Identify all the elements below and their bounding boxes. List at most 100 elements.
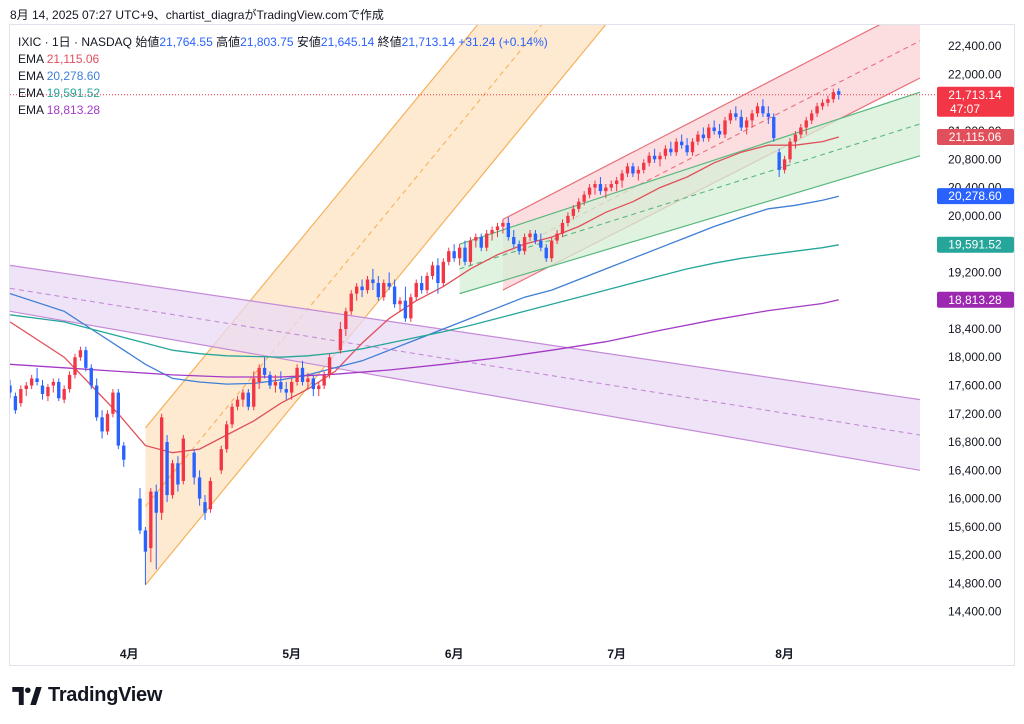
x-tick-label: 7月 <box>607 647 626 661</box>
candle-body <box>587 187 592 195</box>
ema-label: EMA <box>18 69 44 83</box>
candle-body <box>105 413 110 432</box>
candle-body <box>13 396 18 411</box>
candle-body <box>149 491 153 549</box>
channel-median-line <box>502 40 921 256</box>
candle-body <box>322 374 326 386</box>
y-tick-label: 18,000.00 <box>948 350 1002 364</box>
candle-body <box>468 240 473 262</box>
candle-body <box>425 275 429 291</box>
price-label-box <box>937 129 1014 146</box>
candle-body <box>84 350 88 368</box>
candle-body <box>625 166 630 174</box>
candle-body <box>78 350 83 358</box>
candle-body <box>826 99 830 103</box>
ema-value: 18,813.28 <box>46 103 101 117</box>
price-label-box <box>937 188 1014 205</box>
channel-lower-line <box>459 155 921 295</box>
y-tick-label: 16,000.00 <box>948 492 1002 506</box>
candle-body <box>235 399 240 407</box>
candle-body <box>457 247 462 259</box>
channel-lower-line <box>10 310 921 471</box>
ema-row-4[interactable]: EMA 18,813.28 <box>18 102 548 119</box>
y-tick-label: 16,400.00 <box>948 463 1002 477</box>
candle-body <box>73 357 77 375</box>
candle-body <box>382 283 386 298</box>
candle-body <box>604 187 608 192</box>
candle-body <box>815 106 819 114</box>
x-tick-label: 8月 <box>775 647 794 661</box>
candle-body <box>669 148 673 153</box>
candle-body <box>631 166 635 174</box>
candle-body <box>674 141 678 153</box>
candle-body <box>696 134 700 142</box>
candle-body <box>224 424 229 450</box>
tradingview-wordmark: TradingView <box>48 684 163 706</box>
candle-body <box>159 417 164 513</box>
ema-row-3[interactable]: EMA 19,591.52 <box>18 85 548 102</box>
channel-fill <box>459 92 920 294</box>
x-tick-label: 6月 <box>445 647 464 661</box>
candle-body <box>522 237 527 252</box>
candle-body <box>447 251 451 262</box>
candle-body <box>273 381 278 386</box>
plot-area <box>10 25 1014 586</box>
candle-body <box>62 389 66 400</box>
candle-body <box>517 244 521 252</box>
tradingview-logo-icon <box>12 686 42 705</box>
candle-body <box>484 233 489 248</box>
y-tick-label: 17,600.00 <box>948 379 1002 393</box>
ema-line <box>10 136 839 454</box>
candle-body <box>398 300 402 305</box>
candle-body <box>761 106 765 114</box>
y-tick-label: 22,000.00 <box>948 67 1002 81</box>
candle-body <box>549 240 554 259</box>
timestamp-line: 8月 14, 2025 07:27 UTC+9、chartist_diagraが… <box>10 8 384 22</box>
candle-body <box>143 530 148 552</box>
candle-body <box>154 491 158 513</box>
candle-body <box>230 406 234 425</box>
y-tick-label: 20,000.00 <box>948 209 1002 223</box>
candle-body <box>414 283 418 298</box>
ema-row-2[interactable]: EMA 20,278.60 <box>18 68 548 85</box>
candle-body <box>203 502 207 513</box>
candle-body <box>165 442 169 496</box>
candle-body <box>679 141 684 146</box>
x-tick-label: 5月 <box>282 647 301 661</box>
candle-body <box>809 113 814 121</box>
candle-body <box>387 283 391 287</box>
candle-body <box>365 279 370 291</box>
ema-row-1[interactable]: EMA 21,115.06 <box>18 51 548 68</box>
channel-upper-line <box>10 264 921 401</box>
close-label: 終値 <box>377 35 402 49</box>
candle-body <box>479 237 483 248</box>
candle-body <box>452 251 456 259</box>
candle-body <box>311 378 316 390</box>
candle-body <box>176 463 180 485</box>
candle-body <box>577 201 581 209</box>
candle-body <box>257 367 261 382</box>
candle-body <box>739 116 743 128</box>
ema-line <box>10 195 839 385</box>
candle-body <box>392 286 397 305</box>
candle-body <box>46 386 50 397</box>
candle-body <box>566 215 570 223</box>
candle-body <box>376 283 381 298</box>
candle-body <box>512 237 516 245</box>
candle-body <box>614 180 619 185</box>
candle-body <box>788 141 792 160</box>
candle-body <box>360 286 364 291</box>
x-tick-label: 4月 <box>120 647 139 661</box>
price-label-text: 19,591.52 <box>948 238 1002 252</box>
candle-body <box>772 116 776 139</box>
ema-value: 20,278.60 <box>46 69 101 83</box>
candle-body <box>430 265 435 276</box>
candle-body <box>582 194 586 202</box>
candle-body <box>658 155 662 160</box>
candle-body <box>409 297 413 319</box>
candle-body <box>717 131 722 135</box>
candle-body <box>138 498 142 531</box>
candle-body <box>94 385 99 418</box>
channel-lower-line <box>144 25 607 586</box>
